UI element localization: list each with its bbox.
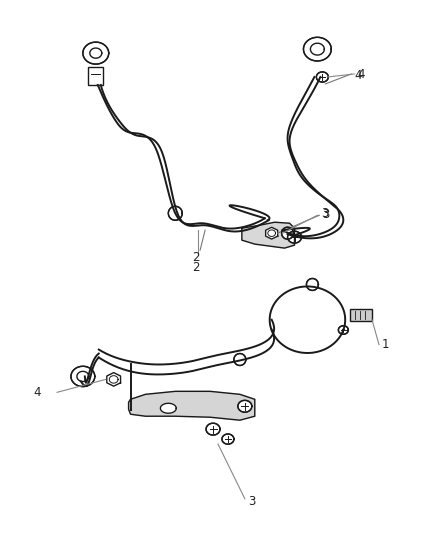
Polygon shape [160,403,176,413]
Polygon shape [288,231,301,243]
Polygon shape [316,72,328,82]
Text: 4: 4 [357,68,364,80]
Polygon shape [107,373,120,386]
Polygon shape [83,42,109,64]
Polygon shape [206,423,220,435]
Polygon shape [304,37,331,61]
Polygon shape [265,227,278,239]
Polygon shape [238,400,252,412]
Text: 3: 3 [248,495,255,508]
Polygon shape [307,279,318,290]
Text: 1: 1 [382,338,389,351]
Polygon shape [234,353,246,366]
Text: 4: 4 [354,69,362,82]
Text: 3: 3 [321,207,329,220]
Text: 4: 4 [34,386,41,399]
Text: 2: 2 [192,261,200,274]
Polygon shape [71,366,95,386]
Text: 2: 2 [192,251,200,263]
Text: 3: 3 [322,208,330,221]
Polygon shape [282,227,293,239]
Polygon shape [168,206,182,220]
Bar [88,67,103,85]
Polygon shape [242,222,294,248]
Polygon shape [222,434,234,444]
Bar [350,309,372,321]
Polygon shape [129,391,255,420]
Polygon shape [339,326,348,334]
